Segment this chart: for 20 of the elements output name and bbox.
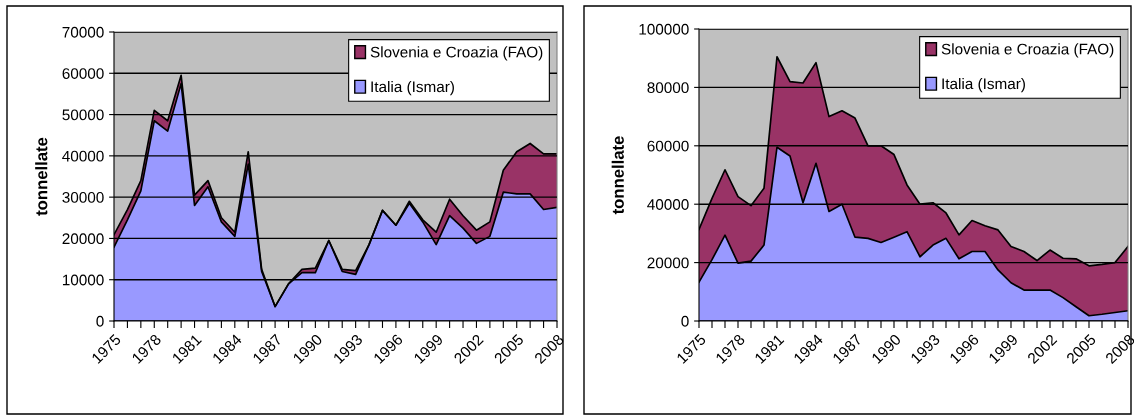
y-tick-label: 100000: [639, 23, 689, 35]
y-tick-label: 0: [96, 315, 104, 327]
y-tick-label: 60000: [647, 140, 689, 152]
y-tick-label: 60000: [62, 68, 104, 79]
y-tick-label: 10000: [62, 274, 104, 286]
y-tick-label: 0: [681, 315, 689, 327]
legend-label: Italia (Ismar): [371, 80, 454, 96]
legend-label: Slovenia e Croazia (FAO): [370, 46, 543, 61]
y-tick-label: 50000: [62, 109, 104, 121]
y-axis-title: tonnellate: [611, 136, 624, 215]
y-tick-label: 40000: [62, 150, 104, 162]
y-tick-label: 80000: [647, 82, 689, 94]
y-axis-title: tonnellate: [35, 137, 48, 216]
y-tick-label: 30000: [62, 192, 104, 203]
y-tick-label: 70000: [62, 26, 104, 38]
legend-label: Slovenia e Croazia (FAO): [941, 43, 1114, 58]
y-tick-label: 20000: [62, 233, 104, 245]
y-tick-label: 20000: [647, 257, 689, 269]
y-tick-label: 40000: [647, 199, 689, 210]
legend-label: Italia (Ismar): [942, 77, 1025, 93]
